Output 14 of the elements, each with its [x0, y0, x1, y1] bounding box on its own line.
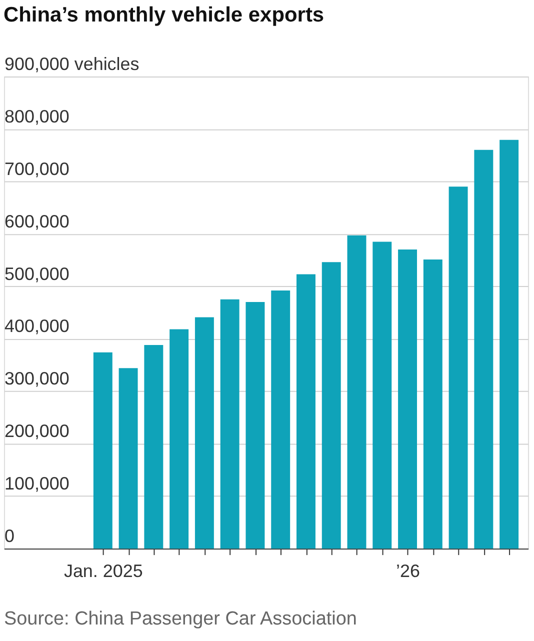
y-tick-label: 700,000	[4, 158, 70, 179]
y-tick-label: 900,000 vehicles	[4, 54, 140, 74]
y-tick-label: 300,000	[4, 368, 70, 389]
y-tick-label: 100,000	[4, 474, 70, 494]
chart-title: China’s monthly vehicle exports	[3, 4, 324, 27]
y-tick-label: 0	[4, 526, 14, 546]
y-tick-label: 200,000	[4, 421, 70, 442]
y-tick-label: 500,000	[4, 264, 70, 284]
x-tick-label: ’26	[396, 561, 420, 582]
y-tick-label: 600,000	[4, 211, 70, 232]
y-tick-label: 800,000	[4, 106, 70, 126]
source-note: Source: China Passenger Car Association	[4, 608, 357, 630]
x-tick-label: Jan. 2025	[64, 561, 143, 582]
y-tick-label: 400,000	[4, 316, 70, 336]
